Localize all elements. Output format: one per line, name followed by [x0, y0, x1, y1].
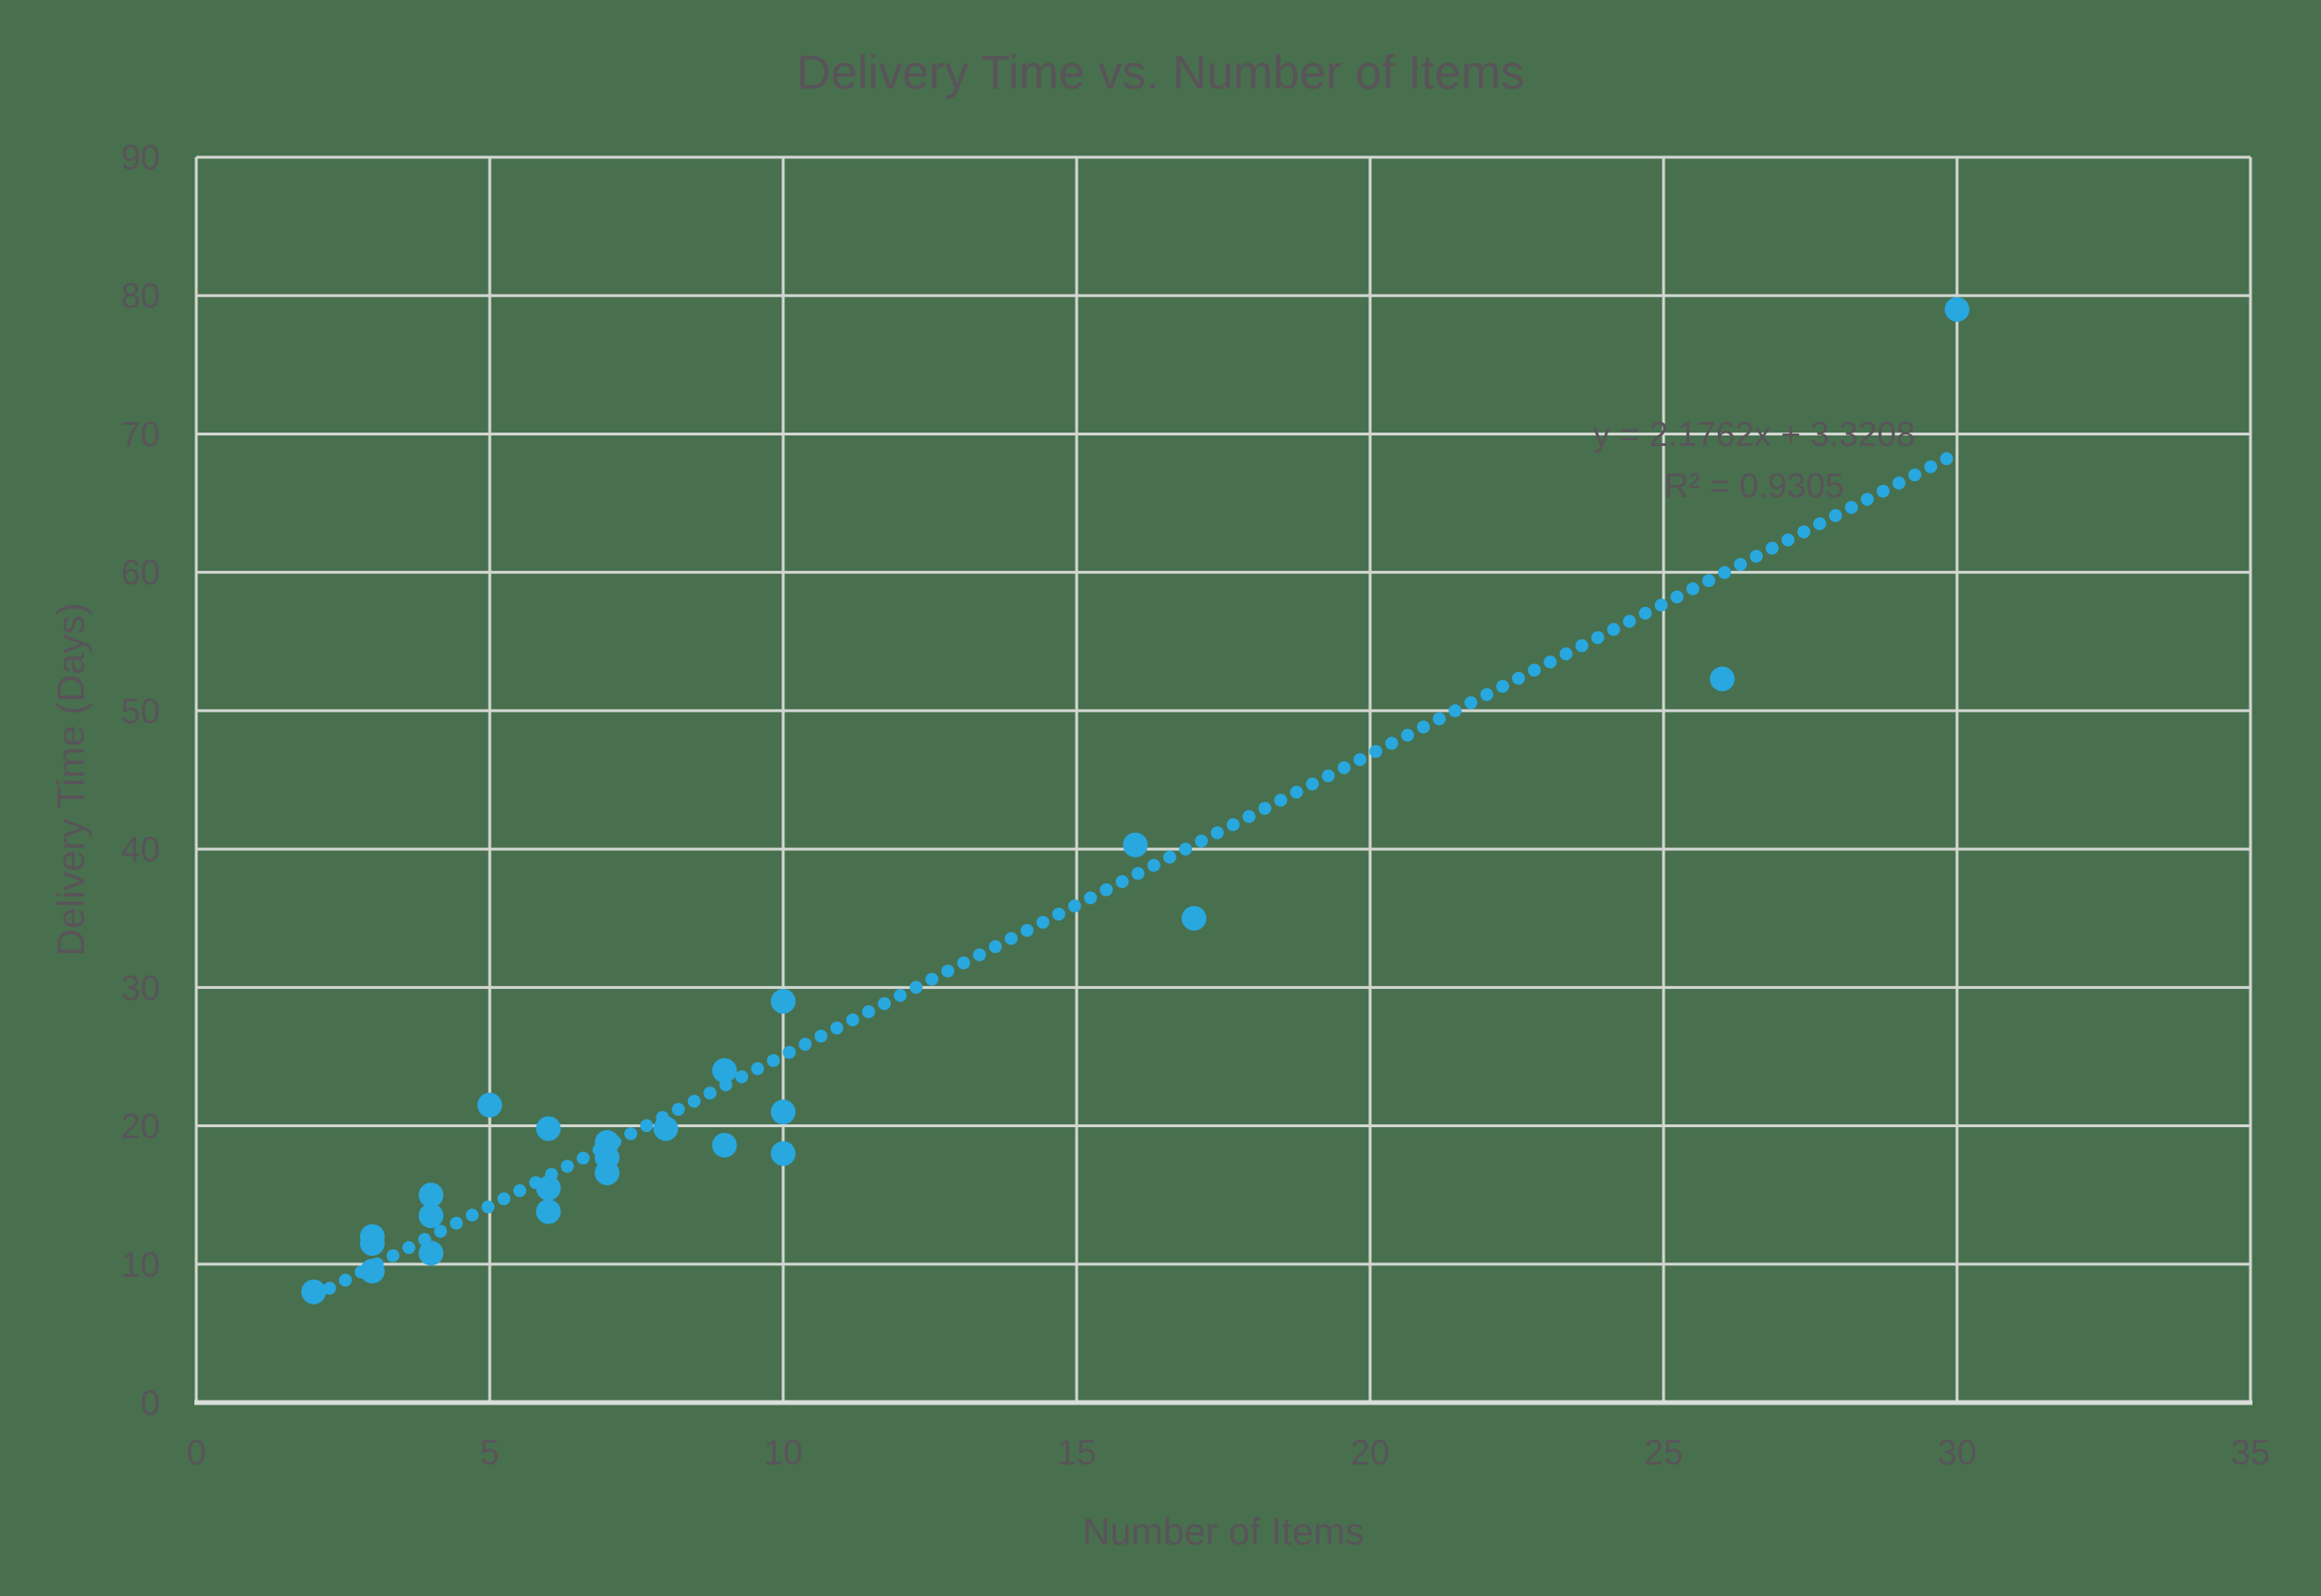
data-point — [535, 1116, 561, 1141]
data-point — [771, 1141, 796, 1166]
data-point — [535, 1175, 561, 1201]
data-point — [1122, 832, 1148, 858]
trendline-dotted — [307, 446, 1964, 1303]
data-point — [1709, 666, 1735, 692]
data-points-layer — [301, 296, 1969, 1304]
gridlines — [194, 155, 2252, 1403]
data-point — [418, 1241, 444, 1266]
x-tick-label-15: 15 — [1057, 1433, 1096, 1472]
data-point — [771, 988, 796, 1014]
data-point — [359, 1223, 385, 1249]
y-tick-label-50: 50 — [121, 692, 160, 731]
data-point — [1181, 905, 1207, 931]
data-point — [771, 1100, 796, 1125]
x-axis-title: Number of Items — [1082, 1511, 1364, 1553]
trendline-r2-label: R² = 0.9305 — [1664, 466, 1844, 505]
trendline-layer — [307, 446, 1964, 1303]
y-tick-label-70: 70 — [121, 414, 160, 454]
data-point — [359, 1259, 385, 1284]
data-point — [653, 1116, 678, 1141]
x-tick-label-25: 25 — [1644, 1433, 1683, 1472]
y-tick-label-0: 0 — [140, 1384, 160, 1423]
y-tick-label-80: 80 — [121, 276, 160, 315]
chart-title: Delivery Time vs. Number of Items — [797, 46, 1524, 99]
y-tick-label-20: 20 — [121, 1107, 160, 1146]
x-tick-label-10: 10 — [763, 1433, 802, 1472]
y-tick-label-30: 30 — [121, 968, 160, 1007]
y-tick-label-10: 10 — [121, 1245, 160, 1284]
data-point — [418, 1202, 444, 1228]
x-tick-label-35: 35 — [2230, 1433, 2270, 1472]
data-point — [477, 1092, 502, 1118]
data-point — [535, 1199, 561, 1224]
data-point — [1945, 296, 1969, 322]
y-tick-label-60: 60 — [121, 554, 160, 593]
data-point — [418, 1182, 444, 1208]
tick-labels-layer: 0 5 10 15 20 25 30 35 0 10 20 30 40 50 60 70 80 90 — [121, 138, 2271, 1472]
data-point — [712, 1058, 737, 1083]
x-tick-label-0: 0 — [187, 1433, 207, 1472]
y-axis-title: Delivery Time (Days) — [50, 602, 92, 956]
trendline-equation-label: y = 2.1762x + 3.3208 — [1593, 414, 1915, 454]
x-tick-label-5: 5 — [480, 1433, 500, 1472]
x-tick-label-30: 30 — [1937, 1433, 1976, 1472]
y-tick-label-40: 40 — [121, 830, 160, 869]
x-tick-label-20: 20 — [1350, 1433, 1389, 1472]
y-tick-label-90: 90 — [121, 138, 160, 177]
data-point — [712, 1132, 737, 1158]
data-point — [301, 1279, 327, 1304]
data-point — [595, 1129, 620, 1155]
